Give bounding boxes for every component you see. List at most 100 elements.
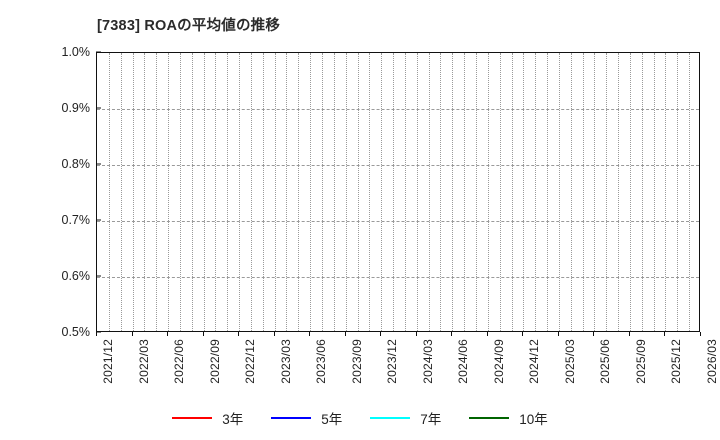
- x-axis-tick-mark: [593, 332, 595, 336]
- gridline-vertical: [168, 53, 170, 331]
- gridline-vertical: [689, 53, 691, 331]
- y-axis-tick-label: 1.0%: [61, 45, 91, 59]
- y-axis-tick-mark: [96, 219, 101, 221]
- gridline-vertical: [487, 53, 489, 331]
- gridline-horizontal: [97, 221, 699, 222]
- x-axis-tick-mark: [202, 332, 204, 336]
- gridline-vertical: [286, 53, 288, 331]
- y-axis-tick-mark: [96, 331, 101, 333]
- legend-label: 3年: [222, 412, 244, 427]
- y-axis-tick-mark: [96, 107, 101, 109]
- gridline-vertical: [523, 53, 525, 331]
- chart-legend: 3年 5年 7年 10年: [0, 405, 720, 431]
- gridline-vertical: [558, 53, 560, 331]
- gridline-vertical: [381, 53, 383, 331]
- gridline-vertical: [606, 53, 608, 331]
- x-axis-tick-mark: [557, 332, 559, 336]
- gridline-vertical: [452, 53, 454, 331]
- gridline-vertical: [215, 53, 217, 331]
- legend-item[interactable]: 5年: [271, 408, 342, 428]
- legend-color-swatch: [469, 417, 510, 419]
- y-axis-tick-mark: [96, 163, 101, 165]
- plot-area: [96, 52, 700, 332]
- x-axis-tick-label: 2025/12: [669, 339, 684, 384]
- gridline-vertical: [629, 53, 631, 331]
- legend-color-swatch: [370, 417, 411, 419]
- y-axis-tick-label: 0.8%: [61, 157, 91, 171]
- gridline-vertical: [227, 53, 229, 331]
- gridline-vertical: [653, 53, 655, 331]
- gridline-vertical: [250, 53, 252, 331]
- x-axis-tick-label: 2025/06: [598, 339, 613, 384]
- gridline-horizontal: [97, 277, 699, 278]
- gridline-vertical: [677, 53, 679, 331]
- gridline-vertical: [618, 53, 620, 331]
- legend-item[interactable]: 10年: [469, 408, 548, 428]
- gridline-vertical: [404, 53, 406, 331]
- x-axis-tick-label: 2025/03: [562, 339, 577, 384]
- x-axis-tick-mark: [522, 332, 524, 336]
- x-axis-tick-label: 2023/06: [314, 339, 329, 384]
- x-axis-tick-mark: [238, 332, 240, 336]
- x-axis-tick-label: 2023/03: [278, 339, 293, 384]
- legend-color-swatch: [172, 417, 213, 419]
- x-axis-tick-label: 2024/12: [527, 339, 542, 384]
- gridline-vertical: [570, 53, 572, 331]
- gridline-vertical: [144, 53, 146, 331]
- gridline-vertical: [108, 53, 110, 331]
- legend-color-swatch: [271, 417, 312, 419]
- legend-label: 5年: [321, 412, 343, 427]
- x-axis-tick-mark: [700, 332, 701, 336]
- x-axis-tick-label: 2023/12: [385, 339, 400, 384]
- x-axis-tick-mark: [380, 332, 382, 336]
- gridline-vertical: [203, 53, 205, 331]
- series-layer: [97, 53, 699, 332]
- y-axis-tick-label: 0.5%: [61, 325, 91, 339]
- y-axis-tick-label: 0.7%: [61, 213, 91, 227]
- gridline-vertical: [357, 53, 359, 331]
- legend-label: 7年: [420, 412, 442, 427]
- x-axis-tick-mark: [309, 332, 311, 336]
- gridline-vertical: [345, 53, 347, 331]
- gridlines: [97, 53, 699, 331]
- gridline-vertical: [369, 53, 371, 331]
- legend-item[interactable]: 3年: [172, 408, 243, 428]
- x-axis-tick-mark: [415, 332, 417, 336]
- gridline-vertical: [511, 53, 513, 331]
- x-axis-tick-label: 2021/12: [101, 339, 115, 384]
- x-axis-labels: 2021/12 2022/03 2022/06 2022/09 2022/12 2023/…: [96, 332, 719, 402]
- chart-title: [7383] ROAの平均値の推移: [97, 18, 281, 34]
- gridline-vertical: [322, 53, 324, 331]
- gridline-vertical: [582, 53, 584, 331]
- gridline-vertical: [416, 53, 418, 331]
- gridline-vertical: [191, 53, 193, 331]
- x-axis-tick-mark: [167, 332, 169, 336]
- gridline-horizontal: [97, 165, 699, 166]
- y-axis-tick-label: 0.9%: [61, 101, 91, 115]
- y-axis-tick-mark: [96, 275, 101, 277]
- gridline-vertical: [464, 53, 466, 331]
- gridline-vertical: [120, 53, 122, 331]
- x-axis-tick-label: 2024/09: [491, 339, 506, 384]
- gridline-vertical: [535, 53, 537, 331]
- legend-item[interactable]: 7年: [370, 408, 441, 428]
- x-axis-tick-label: 2024/03: [420, 339, 435, 384]
- x-axis-tick-label: 2022/09: [207, 339, 222, 384]
- x-axis-tick-mark: [451, 332, 453, 336]
- gridline-vertical: [179, 53, 181, 331]
- x-axis-tick-mark: [344, 332, 346, 336]
- x-axis-tick-label: 2022/12: [243, 339, 258, 384]
- x-axis-tick-mark: [273, 332, 275, 336]
- gridline-vertical: [274, 53, 276, 331]
- gridline-vertical: [132, 53, 134, 331]
- y-axis-tick-label: 0.6%: [61, 269, 91, 283]
- gridline-vertical: [547, 53, 549, 331]
- y-axis-tick-mark: [96, 51, 101, 53]
- gridline-vertical: [310, 53, 312, 331]
- gridline-vertical: [333, 53, 335, 331]
- x-axis-tick-label: 2022/06: [172, 339, 187, 384]
- gridline-vertical: [262, 53, 264, 331]
- x-axis-tick-label: 2023/09: [349, 339, 364, 384]
- gridline-vertical: [594, 53, 596, 331]
